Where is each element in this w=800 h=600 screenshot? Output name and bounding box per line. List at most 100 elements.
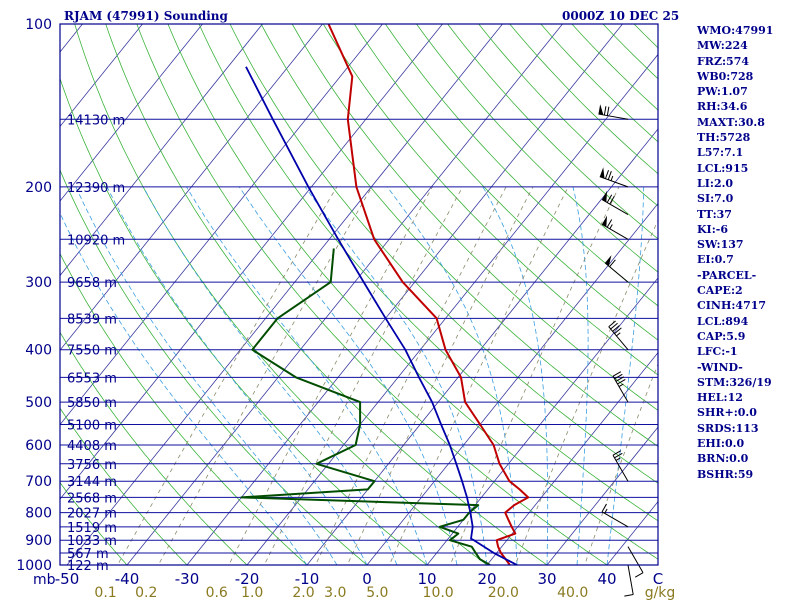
wind-barb — [601, 215, 629, 240]
index-item: SRDS:113 — [697, 421, 759, 435]
moist-adiabat-line — [572, 186, 589, 565]
mixing-ratio-label: 1.0 — [241, 585, 263, 600]
pressure-tick-label: 700 — [25, 474, 52, 490]
wind-barb-flag — [598, 104, 604, 115]
wind-barb-half-feather — [616, 332, 621, 337]
height-label: 5850 m — [67, 396, 117, 411]
index-item: LI:2.0 — [697, 176, 734, 190]
mixing-ratio-line — [117, 186, 338, 565]
height-label: 7550 m — [67, 344, 117, 359]
isotherm-line — [60, 24, 264, 277]
dry-adiabat-line — [384, 24, 658, 307]
wind-barb-feather — [606, 219, 613, 228]
pressure-tick-label: 500 — [25, 395, 52, 411]
wind-barb — [624, 564, 634, 597]
wind-barb-half-feather — [609, 224, 613, 230]
index-item: -PARCEL- — [697, 268, 757, 282]
height-label: 1519 m — [67, 521, 117, 536]
dry-adiabat-line — [353, 24, 658, 341]
height-label: 122 m — [67, 559, 109, 574]
wind-barb-flag — [602, 215, 608, 227]
index-item: CAPE:2 — [697, 284, 743, 298]
station-title: RJAM (47991) Sounding — [64, 9, 228, 23]
wind-barb-staff — [599, 176, 629, 188]
index-item: LCL:894 — [697, 314, 749, 328]
dry-adiabat-line — [167, 24, 658, 560]
wind-barbs — [598, 104, 644, 597]
dry-adiabat-line — [291, 24, 658, 411]
index-item: EI:0.7 — [697, 253, 734, 267]
moist-adiabat-line — [186, 186, 428, 565]
wind-barb — [601, 503, 629, 528]
temperature-trace — [327, 24, 530, 565]
mixing-ratio-label: 0.6 — [206, 585, 228, 600]
pressure-tick-label: 900 — [25, 533, 52, 549]
wind-barb-half-feather — [604, 508, 608, 514]
pressure-tick-label: 300 — [25, 275, 52, 291]
index-item: LCL:915 — [697, 161, 749, 175]
wind-barb — [612, 450, 629, 482]
temperature-unit-label: C — [653, 570, 663, 588]
height-label: 12390 m — [67, 181, 125, 196]
wind-barb-feather — [612, 325, 620, 332]
wind-barb-feather — [634, 572, 644, 578]
height-label: 2568 m — [67, 491, 117, 506]
temperature-tick-label: 10 — [417, 570, 436, 588]
height-label: 1033 m — [67, 534, 117, 549]
index-item: WMO:47991 — [697, 24, 774, 37]
wind-barb-feather — [606, 106, 610, 116]
index-item: CAP:5.9 — [697, 329, 746, 343]
isotherm-line — [366, 202, 658, 565]
height-label: 3756 m — [67, 458, 117, 473]
wind-barb-flag — [605, 255, 612, 267]
wind-barb-feather — [614, 373, 623, 380]
temperature-tick-label: -40 — [115, 570, 140, 588]
wind-barb-staff — [627, 564, 634, 595]
isotherm-line — [306, 128, 658, 565]
index-item: BSHR:59 — [697, 467, 754, 481]
isotherm-line — [486, 351, 658, 565]
wind-barb-feather — [607, 171, 612, 180]
index-item: TH:5728 — [697, 131, 751, 145]
wind-barb — [604, 255, 629, 283]
temperature-tick-label: -50 — [55, 570, 80, 588]
height-label: 4408 m — [67, 439, 117, 454]
wind-barb-staff — [601, 199, 629, 215]
wind-barb — [627, 546, 644, 578]
mixing-ratio-label: 2.0 — [292, 585, 314, 600]
isotherm-line — [246, 53, 658, 565]
index-item: PW:1.07 — [697, 85, 748, 99]
mixing-ratio-unit-label: g/kg — [645, 585, 676, 600]
index-item: SW:137 — [697, 238, 744, 252]
index-item: KI:-6 — [697, 222, 728, 236]
sounding-traces — [240, 24, 530, 565]
index-item: LFC:-1 — [697, 345, 738, 359]
mixing-ratio-label: 20.0 — [488, 585, 519, 600]
dry-adiabat-line — [229, 24, 658, 484]
parcel-trace — [245, 66, 518, 565]
pressure-tick-label: 200 — [25, 180, 52, 196]
dry-adiabat-line — [60, 331, 248, 565]
index-item: SHR+:0.0 — [697, 406, 757, 420]
mixing-ratio-label: 40.0 — [557, 585, 588, 600]
index-item: TT:37 — [697, 207, 732, 221]
mixing-ratio-label: 0.2 — [135, 585, 157, 600]
dry-adiabat-line — [60, 252, 308, 565]
wind-barb — [612, 371, 629, 403]
temperature-tick-label: 40 — [597, 570, 616, 588]
wind-barb-feather — [610, 322, 618, 330]
wind-barb-feather — [609, 259, 616, 268]
height-label: 3144 m — [67, 475, 117, 490]
isotherm-line — [60, 24, 324, 351]
dry-adiabat-line — [105, 24, 548, 565]
valid-time: 0000Z 10 DEC 25 — [562, 9, 680, 23]
height-label: 14130 m — [67, 113, 125, 128]
wind-barb-staff — [608, 326, 629, 351]
mixing-ratio-label: 5.0 — [366, 585, 388, 600]
wind-barb-feather — [609, 195, 615, 205]
index-item: RH:34.6 — [697, 100, 748, 114]
wind-barb-feather — [617, 379, 626, 385]
height-label: 567 m — [67, 547, 109, 562]
